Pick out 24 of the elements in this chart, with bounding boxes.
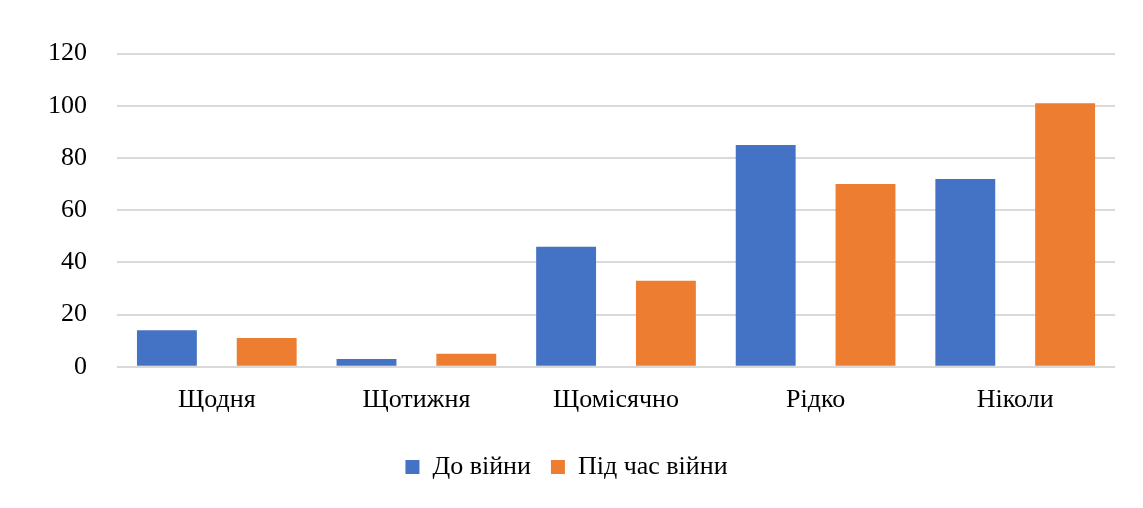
x-tick-label: Щомісячно — [553, 384, 679, 414]
y-tick-label: 0 — [74, 350, 87, 380]
y-tick-label: 120 — [48, 37, 87, 67]
y-tick-label: 20 — [61, 298, 87, 328]
legend-label: До війни — [432, 450, 532, 480]
y-tick-label: 40 — [61, 246, 87, 276]
bar — [735, 144, 796, 366]
bar — [136, 330, 197, 366]
bar — [436, 353, 497, 366]
y-tick-label: 80 — [61, 141, 87, 171]
bar — [536, 246, 597, 366]
bar — [935, 178, 996, 366]
y-tick-label: 100 — [48, 89, 87, 119]
legend-label: Під час війни — [577, 450, 728, 480]
bar — [1035, 103, 1096, 366]
bar — [835, 184, 896, 366]
x-tick-label: Щодня — [178, 384, 256, 414]
x-tick-label: Щотижня — [362, 384, 471, 414]
x-tick-label: Ніколи — [976, 384, 1054, 414]
x-tick-label: Рідко — [785, 384, 846, 414]
y-tick-label: 60 — [61, 194, 87, 224]
bar — [635, 280, 696, 366]
bar — [336, 358, 397, 366]
bar — [236, 338, 297, 366]
